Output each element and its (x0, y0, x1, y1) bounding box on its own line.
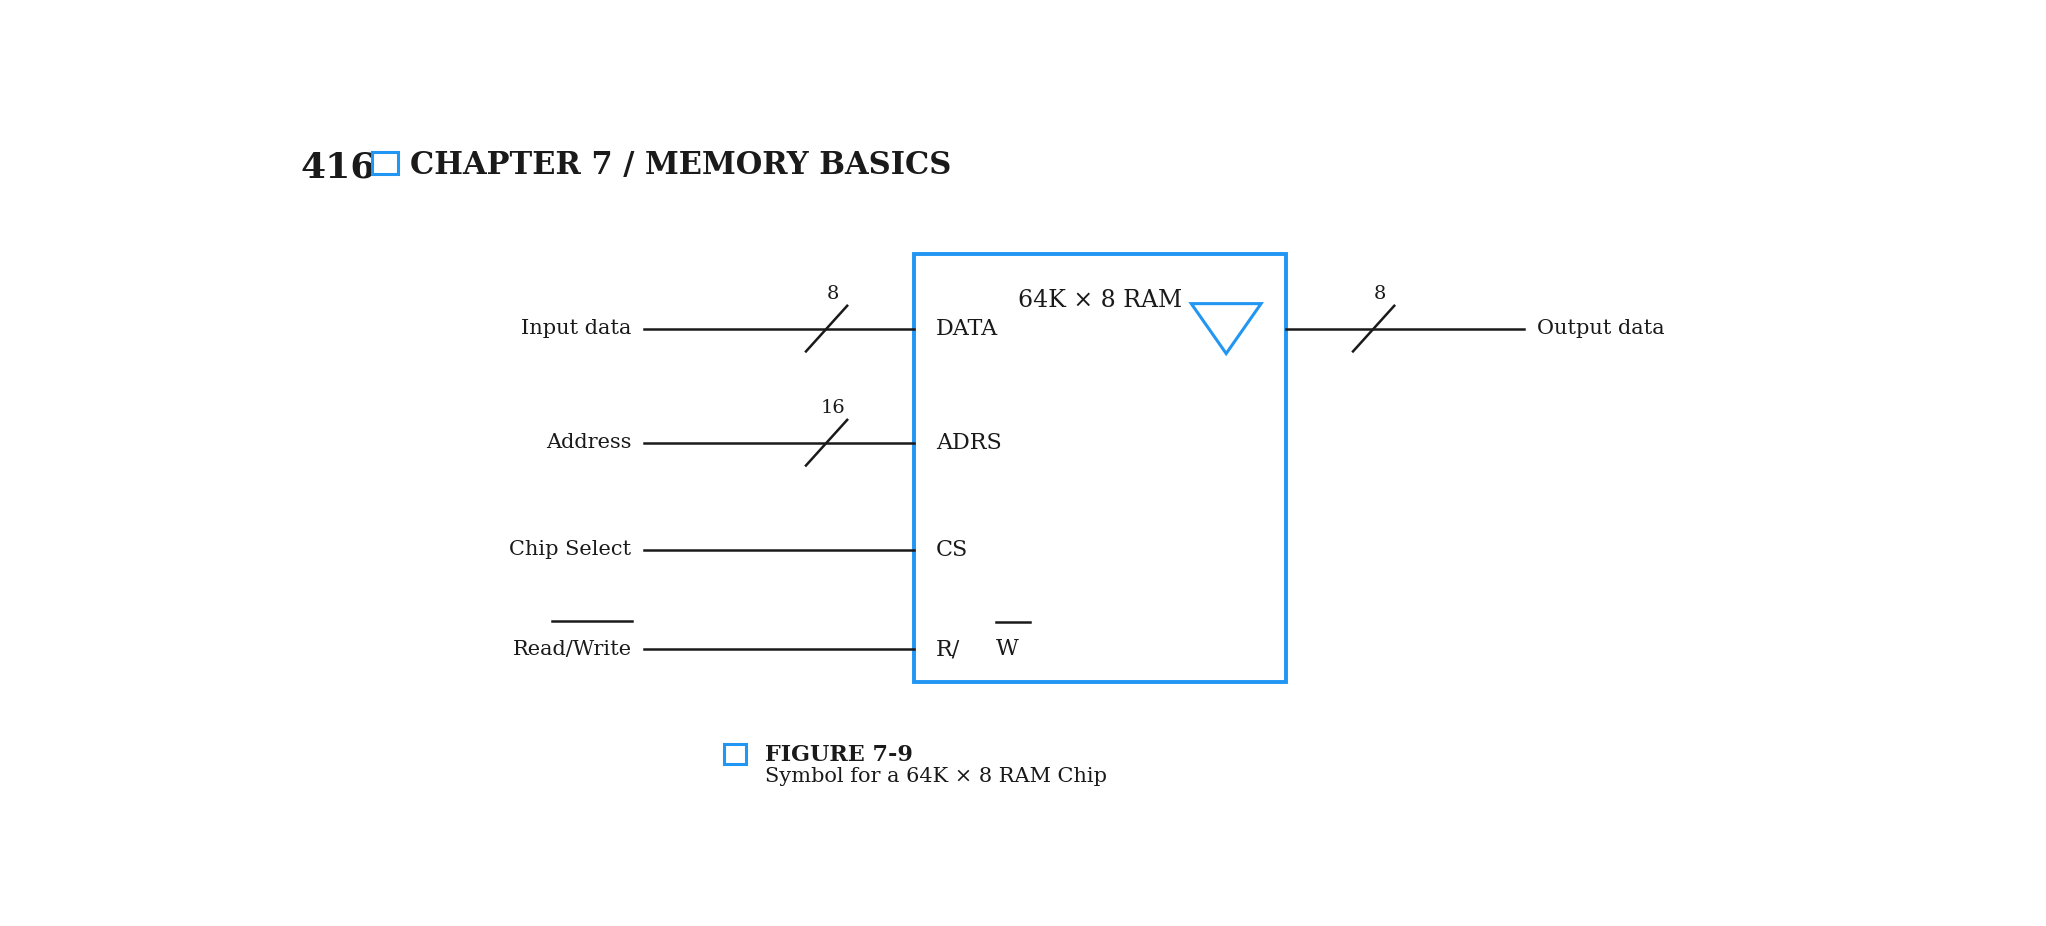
Text: 416: 416 (301, 150, 376, 184)
Bar (915, 254, 1287, 682)
Text: Output data: Output data (1537, 319, 1665, 338)
Text: 64K × 8 RAM: 64K × 8 RAM (1019, 289, 1183, 312)
Bar (724, 744, 745, 764)
Text: FIGURE 7-9: FIGURE 7-9 (765, 744, 913, 766)
Text: Symbol for a 64K × 8 RAM Chip: Symbol for a 64K × 8 RAM Chip (765, 767, 1107, 786)
Text: ADRS: ADRS (935, 432, 1003, 454)
Text: Read/Write: Read/Write (512, 640, 632, 659)
Bar (372, 153, 399, 174)
Text: CHAPTER 7 / MEMORY BASICS: CHAPTER 7 / MEMORY BASICS (409, 150, 951, 181)
Text: CS: CS (935, 539, 968, 560)
Polygon shape (1191, 304, 1260, 354)
Text: DATA: DATA (935, 318, 998, 340)
Text: Input data: Input data (522, 319, 632, 338)
Text: Address: Address (546, 433, 632, 452)
Text: 8: 8 (827, 285, 839, 303)
Text: R/: R/ (935, 638, 960, 660)
Text: Chip Select: Chip Select (509, 540, 632, 559)
Text: 8: 8 (1373, 285, 1385, 303)
Text: 16: 16 (820, 399, 845, 417)
Text: W: W (996, 638, 1019, 660)
